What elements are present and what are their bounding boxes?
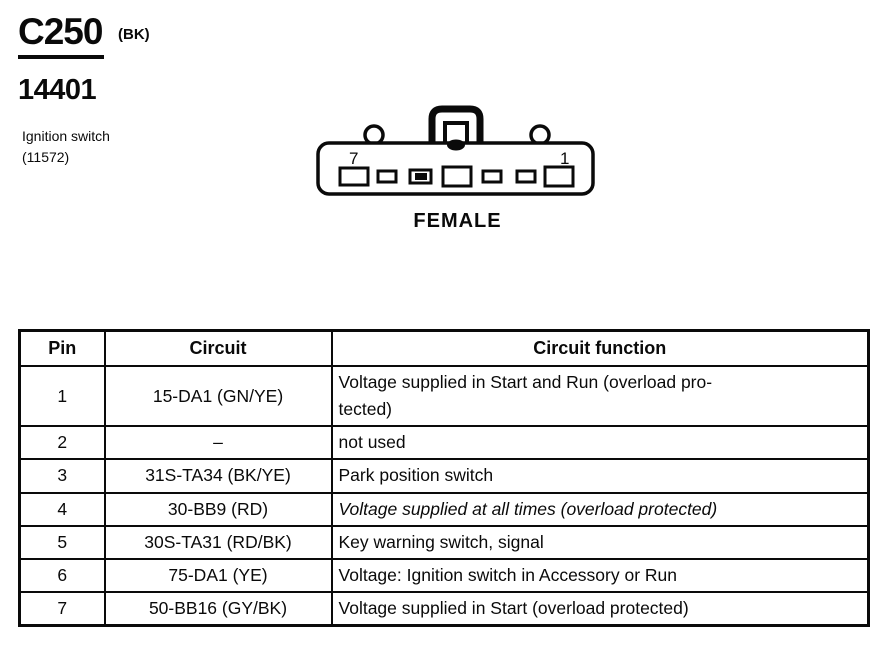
circuit-cell: 30-BB9 (RD) <box>103 491 333 527</box>
function-cell: Voltage supplied in Start and Run (overl… <box>330 364 870 428</box>
pin-1-label: 1 <box>560 149 569 168</box>
pin-cell: 2 <box>18 425 106 461</box>
pin-cell: 5 <box>18 524 106 560</box>
component-name: Ignition switch <box>22 128 110 144</box>
connector-id: C250 <box>18 11 105 59</box>
pinout-table: Pin Circuit Circuit function 1 15-DA1 (G… <box>18 329 870 627</box>
table-row: 5 30S-TA31 (RD/BK) Key warning switch, s… <box>18 524 870 560</box>
table-row: 1 15-DA1 (GN/YE) Voltage supplied in Sta… <box>18 364 870 428</box>
function-cell: Voltage supplied at all times (overload … <box>330 491 870 527</box>
pin-cell: 1 <box>18 364 106 428</box>
connector-latch-icon <box>428 105 484 148</box>
circuit-cell: 50-BB16 (GY/BK) <box>103 590 333 627</box>
function-cell: Key warning switch, signal <box>330 524 870 560</box>
circuit-cell: 30S-TA31 (RD/BK) <box>103 524 333 560</box>
pin-cell: 6 <box>18 557 106 593</box>
column-header-circuit-function: Circuit function <box>330 329 870 367</box>
pin-7-label: 7 <box>349 149 358 168</box>
circuit-cell: 15-DA1 (GN/YE) <box>103 364 333 428</box>
pin-cell: 4 <box>18 491 106 527</box>
table-row: 6 75-DA1 (YE) Voltage: Ignition switch i… <box>18 557 870 593</box>
column-header-circuit: Circuit <box>103 329 333 367</box>
pin-cell: 3 <box>18 458 106 494</box>
pin-cell: 7 <box>18 590 106 627</box>
connector-diagram: 7 1 <box>316 105 595 196</box>
table-row: 4 30-BB9 (RD) Voltage supplied at all ti… <box>18 491 870 527</box>
table-header-row: Pin Circuit Circuit function <box>18 329 870 367</box>
component-base-number: (11572) <box>22 149 70 165</box>
pin-slots <box>338 165 575 188</box>
circuit-cell: 75-DA1 (YE) <box>103 557 333 593</box>
circuit-cell: – <box>103 425 333 461</box>
function-cell: Voltage: Ignition switch in Accessory or… <box>330 557 870 593</box>
function-cell: Voltage supplied in Start (overload prot… <box>330 590 870 627</box>
mounting-ears <box>363 124 551 146</box>
function-cell: not used <box>330 425 870 461</box>
circuit-cell: 31S-TA34 (BK/YE) <box>103 458 333 494</box>
function-cell: Park position switch <box>330 458 870 494</box>
latch-foot <box>447 139 465 151</box>
part-number: 14401 <box>18 74 97 106</box>
connector-gender-label: FEMALE <box>413 210 502 232</box>
table-row: 3 31S-TA34 (BK/YE) Park position switch <box>18 458 870 494</box>
connector-color-code: (BK) <box>118 26 150 43</box>
slot-key-detail <box>415 173 427 180</box>
table-row: 2 – not used <box>18 425 870 461</box>
column-header-pin: Pin <box>18 329 106 367</box>
table-row: 7 50-BB16 (GY/BK) Voltage supplied in St… <box>18 590 870 627</box>
